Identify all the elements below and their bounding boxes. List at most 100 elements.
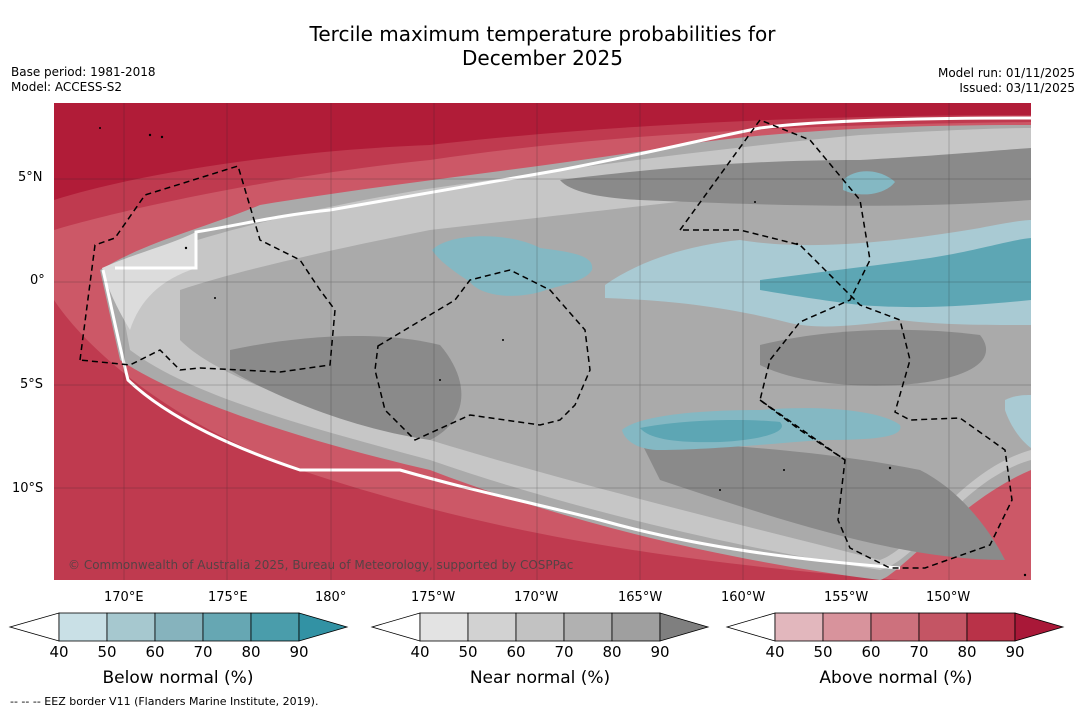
colorbar-segment: [870, 612, 920, 642]
island-speck: [214, 297, 216, 299]
colorbar-segment: [774, 612, 824, 642]
colorbar-segment: [58, 612, 108, 642]
lon-label-180: 180°: [315, 590, 347, 605]
colorbar-segment: [154, 612, 204, 642]
below-50-east-edge: [1005, 395, 1031, 448]
near-70-core-east: [560, 148, 1031, 206]
eez-legend-note: -- -- -- EEZ border V11 (Flanders Marine…: [10, 695, 319, 708]
lat-label-5n: 5°N: [18, 170, 43, 185]
below-60-south: [640, 420, 782, 443]
lat-label-0: 0°: [30, 273, 45, 288]
colorbar-min-arrow: [8, 612, 60, 642]
colorbar-tick-label: 90: [650, 643, 670, 661]
eez-borders: [79, 119, 1013, 569]
lon-label-160w: 160°W: [721, 590, 766, 605]
below-50-west: [432, 236, 593, 296]
colorbar-tick-label: 70: [909, 643, 929, 661]
island-speck: [783, 469, 785, 471]
island-speck: [439, 379, 441, 381]
colorbar-segment: [250, 612, 300, 642]
colorbar-tick-label: 80: [602, 643, 622, 661]
copyright-notice: © Commonwealth of Australia 2025, Bureau…: [68, 558, 574, 572]
colorbar-above: [725, 612, 1065, 642]
lon-label-150w: 150°W: [926, 590, 971, 605]
colorbar-tick-label: 50: [458, 643, 478, 661]
above-normal-boundary-south: [101, 269, 901, 570]
lat-label-5s: 5°S: [20, 377, 44, 392]
lon-label-170e: 170°E: [104, 590, 144, 605]
model-name: Model: ACCESS-S2: [11, 80, 123, 94]
map-fields: [54, 103, 1031, 580]
island-speck: [795, 242, 799, 246]
below-50-north: [843, 171, 895, 195]
meta-left: Base period: 1981-2018 Model: ACCESS-S2: [11, 65, 156, 95]
eez-border-kiribati-west: [79, 165, 336, 373]
colorbar-segment: [918, 612, 968, 642]
island-speck: [148, 133, 152, 137]
colorbar-tick-label: 60: [506, 643, 526, 661]
colorbar-segment: [467, 612, 517, 642]
colorbar-tick-label: 70: [193, 643, 213, 661]
colorbar-tick-label: 80: [957, 643, 977, 661]
colorbars: [8, 612, 1065, 642]
eez-border-line-islands-east: [759, 399, 846, 461]
colorbar-label-above: Above normal (%): [819, 668, 973, 688]
near-70-core: [230, 335, 462, 440]
colorbar-min-arrow: [725, 612, 776, 642]
issued-date: Issued: 03/11/2025: [959, 81, 1075, 95]
colorbar-segment: [202, 612, 252, 642]
colorbar-tick-label: 40: [765, 643, 785, 661]
gridlines: [54, 103, 1031, 580]
island-specks: [99, 127, 1027, 577]
colorbar-segment: [515, 612, 565, 642]
colorbar-segment: [822, 612, 872, 642]
island-speck: [719, 489, 721, 491]
colorbar-tick-label: 40: [49, 643, 69, 661]
island-speck: [184, 246, 188, 250]
colorbar-max-arrow: [298, 612, 349, 642]
colorbar-tick-label: 80: [241, 643, 261, 661]
colorbar-tick-label: 50: [813, 643, 833, 661]
colorbar-segment: [419, 612, 469, 642]
colorbar-tick-label: 90: [289, 643, 309, 661]
colorbar-tick-label: 60: [145, 643, 165, 661]
colorbar-tick-label: 60: [861, 643, 881, 661]
colorbar-near: [370, 612, 710, 642]
colorbar-segment: [611, 612, 661, 642]
colorbar-label-near: Near normal (%): [469, 668, 611, 688]
meta-right: Model run: 01/11/2025 Issued: 03/11/2025: [938, 66, 1075, 96]
map-title-line2: December 2025: [462, 46, 623, 70]
colorbar-max-arrow: [659, 612, 710, 642]
colorbar-segment: [563, 612, 613, 642]
model-run: Model run: 01/11/2025: [937, 66, 1075, 80]
near-70-core-far-south: [640, 440, 1005, 560]
lon-label-165w: 165°W: [618, 590, 663, 605]
below-70-equator: [760, 238, 1031, 308]
island-speck: [754, 201, 756, 203]
colorbar-tick-label: 70: [554, 643, 574, 661]
island-speck: [1023, 573, 1027, 577]
colorbar-tick-label: 50: [97, 643, 117, 661]
base-period: Base period: 1981-2018: [11, 65, 156, 79]
colorbar-tick-label: 40: [410, 643, 430, 661]
colorbar-segment: [966, 612, 1016, 642]
lon-label-170w: 170°W: [514, 590, 559, 605]
island-speck: [502, 339, 504, 341]
map-title-line1: Tercile maximum temperature probabilitie…: [309, 22, 776, 46]
colorbar-max-arrow: [1014, 612, 1065, 642]
near-40-rim: [102, 232, 196, 330]
above-normal-boundary-north: [115, 116, 1031, 270]
lon-label-175w: 175°W: [411, 590, 456, 605]
eez-border-phoenix: [374, 269, 591, 441]
above-80-lower-region: [54, 300, 900, 580]
lat-label-10s: 10°S: [12, 481, 44, 496]
eez-border-line-islands: [678, 119, 1013, 569]
near-70-core-south: [760, 329, 987, 386]
colorbar-label-below: Below normal (%): [102, 668, 254, 688]
lon-label-155w: 155°W: [824, 590, 869, 605]
colorbar-segment: [106, 612, 156, 642]
colorbar-below: [8, 612, 349, 642]
colorbar-tick-label: 90: [1005, 643, 1025, 661]
island-speck: [99, 127, 101, 129]
